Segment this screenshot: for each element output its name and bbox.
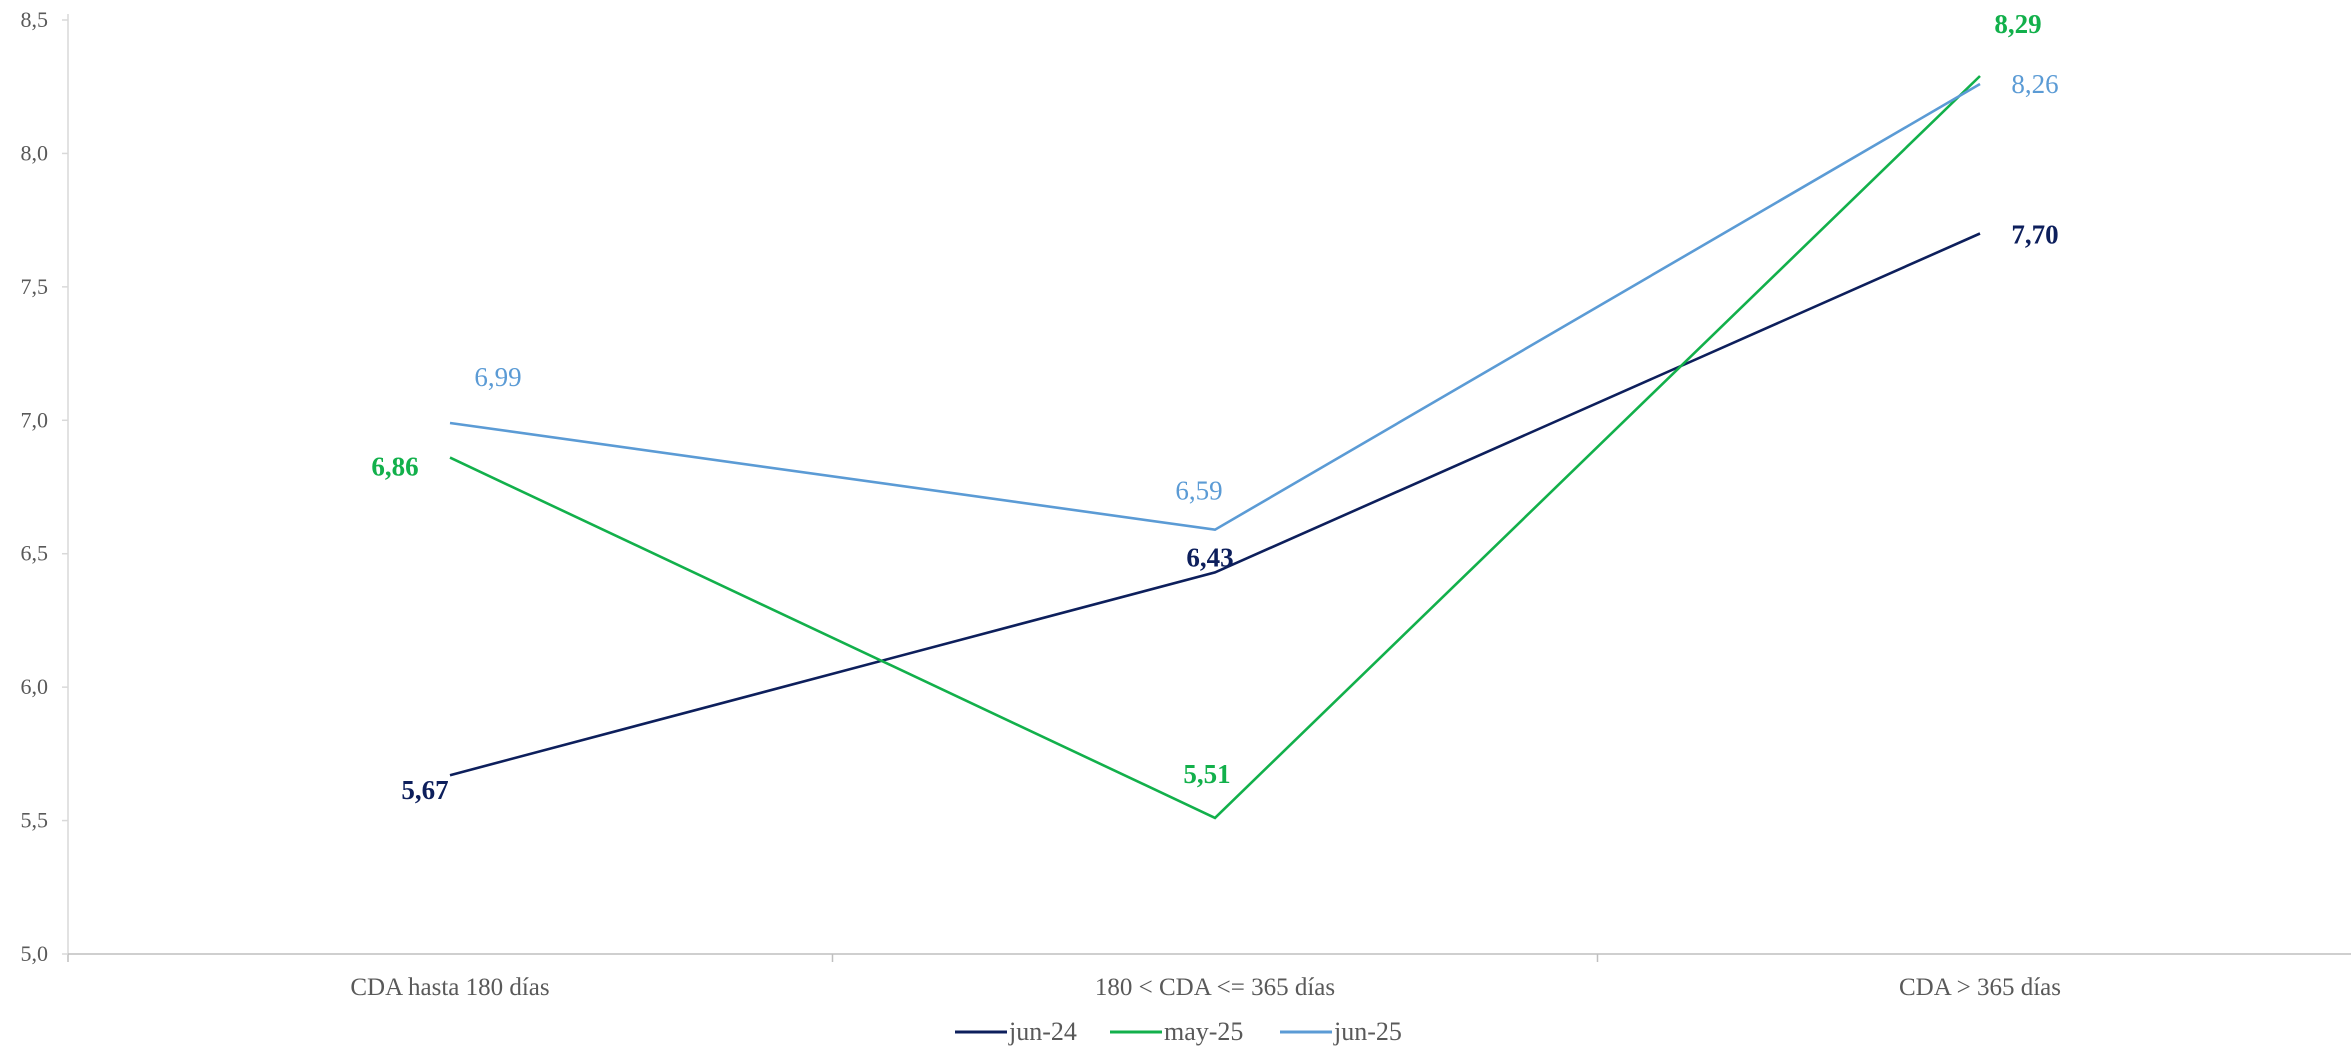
data-label-may-25: 8,29 (1994, 9, 2041, 39)
legend-label: may-25 (1164, 1017, 1243, 1046)
data-label-jun-25: 8,26 (2011, 69, 2058, 99)
y-tick-label: 5,0 (21, 941, 49, 966)
data-label-jun-24: 7,70 (2011, 219, 2058, 249)
y-tick-label: 6,5 (21, 541, 49, 566)
legend-label: jun-24 (1008, 1017, 1077, 1046)
y-tick-label: 6,0 (21, 674, 49, 699)
chart-axes (67, 14, 2351, 962)
data-label-jun-25: 6,59 (1175, 476, 1222, 506)
y-axis-ticks: 5,0 5,5 6,0 6,5 7,0 7,5 8,0 8,5 (21, 7, 68, 966)
legend-label: jun-25 (1333, 1017, 1402, 1046)
data-label-jun-25: 6,99 (474, 362, 521, 392)
legend: jun-24 may-25 jun-25 (955, 1017, 1402, 1046)
y-tick-label: 5,5 (21, 808, 49, 833)
series-lines (449, 75, 1981, 820)
x-category-label: 180 < CDA <= 365 días (1095, 974, 1335, 1001)
data-labels: 5,67 6,43 7,70 6,86 5,51 8,29 6,99 6,59 8,26 (371, 9, 2058, 805)
x-category-label: CDA hasta 180 días (350, 974, 549, 1001)
x-category-label: CDA > 365 días (1899, 974, 2061, 1001)
data-label-may-25: 5,51 (1183, 759, 1230, 789)
x-axis-categories: CDA hasta 180 días 180 < CDA <= 365 días C… (350, 974, 2061, 1001)
data-label-may-25: 6,86 (371, 452, 418, 482)
y-tick-label: 7,0 (21, 407, 49, 432)
series-line-jun-25 (449, 82, 1981, 532)
y-tick-label: 8,0 (21, 140, 49, 165)
data-label-jun-24: 6,43 (1186, 542, 1233, 572)
series-line-may-25 (449, 75, 1981, 820)
y-tick-label: 8,5 (21, 7, 49, 32)
series-line-jun-24 (449, 232, 1981, 777)
data-label-jun-24: 5,67 (401, 775, 448, 805)
y-tick-label: 7,5 (21, 274, 49, 299)
